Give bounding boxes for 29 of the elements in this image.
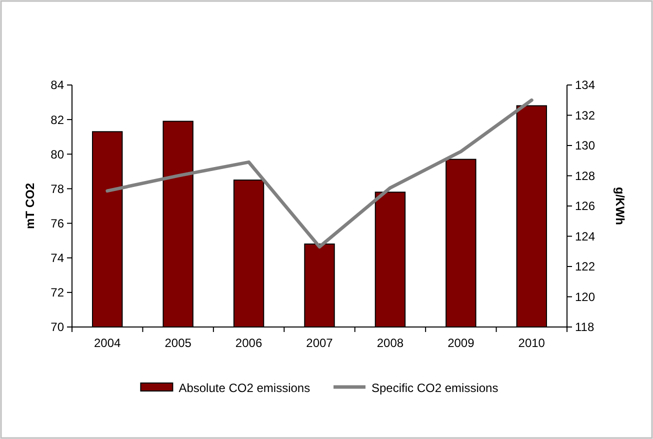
y2-tick-label: 134	[575, 78, 596, 92]
x-tick-label: 2008	[376, 336, 404, 350]
legend-label: Specific CO2 emissions	[372, 381, 498, 396]
y2-tick-label: 124	[575, 229, 596, 244]
x-tick-label: 2005	[164, 336, 192, 350]
y-tick-label: 76	[50, 216, 64, 230]
y2-tick-label: 126	[575, 199, 596, 214]
y-tick-label: 78	[50, 182, 64, 196]
line-series	[106, 98, 534, 249]
y-tick-label: 82	[50, 112, 64, 127]
y-tick-label: 80	[50, 147, 64, 162]
y-tick-label: 74	[50, 251, 64, 266]
x-tick-label: 2004	[94, 336, 122, 350]
y2-tick-label: 120	[575, 290, 596, 304]
y2-tick-label: 122	[575, 260, 596, 274]
y2-tick-label: 118	[575, 320, 594, 334]
y2-axis-title: g/KWh	[613, 187, 627, 225]
y-axis-title: mT CO2	[23, 182, 37, 230]
y-tick-label: 84	[50, 78, 64, 92]
y2-tick-label: 132	[575, 108, 596, 122]
x-tick-label: 2007	[306, 336, 334, 350]
y2-tick-label: 130	[575, 138, 596, 153]
x-tick-label: 2009	[448, 336, 475, 350]
x-tick-label: 2010	[518, 336, 546, 350]
y-tick-label: 72	[50, 286, 64, 300]
x-tick-label: 2006	[235, 336, 262, 350]
legend-label: Absolute CO2 emissions	[178, 381, 310, 396]
y-tick-label: 70	[50, 320, 64, 334]
y2-tick-label: 128	[575, 168, 596, 183]
